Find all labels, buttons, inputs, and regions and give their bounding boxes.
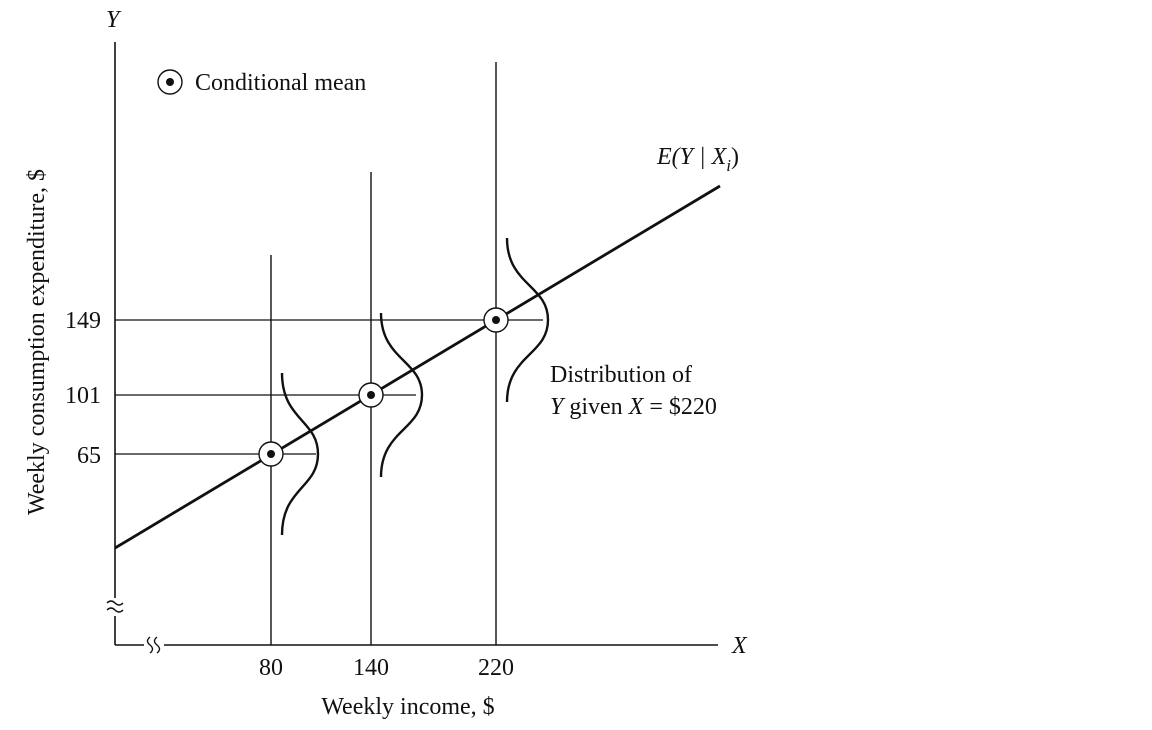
conditional-mean-marker-220 <box>483 307 509 333</box>
y-tick-label-65: 65 <box>77 443 101 469</box>
annotation-value: = $220 <box>643 394 717 420</box>
regression-label-subscript: i <box>726 156 731 175</box>
x-axis-break <box>144 636 164 654</box>
annotation-given: given <box>563 394 628 420</box>
legend: Conditional mean <box>157 69 366 96</box>
legend-label: Conditional mean <box>195 70 366 96</box>
annotation-x-letter: X <box>628 394 645 420</box>
y-axis-title: Weekly consumption expenditure, $ <box>24 169 50 515</box>
distribution-curve-80 <box>280 372 320 536</box>
annotation-y-letter: Y <box>550 394 566 420</box>
y-tick-label-101: 101 <box>65 383 101 409</box>
y-axis-break <box>106 598 124 616</box>
legend-marker-icon <box>157 69 183 95</box>
y-axis-letter: Y <box>106 7 122 33</box>
annotation-line-2: Y given X = $220 <box>550 394 717 420</box>
regression-label-close: ) <box>731 144 739 170</box>
conditional-mean-marker-80 <box>258 441 284 467</box>
x-axis-letter: X <box>731 633 748 659</box>
conditional-mean-marker-140 <box>358 382 384 408</box>
distribution-curve-140 <box>379 312 424 478</box>
x-axis-title: Weekly income, $ <box>321 694 494 720</box>
distribution-curve-220 <box>505 237 550 403</box>
x-tick-label-220: 220 <box>478 655 514 681</box>
regression-line <box>114 184 721 550</box>
x-tick-label-80: 80 <box>259 655 283 681</box>
annotation-line-1: Distribution of <box>550 362 692 388</box>
regression-label-text: E(Y | X <box>656 144 728 170</box>
regression-label: E(Y | Xi) <box>656 144 739 175</box>
y-tick-label-149: 149 <box>65 308 101 334</box>
x-tick-label-140: 140 <box>353 655 389 681</box>
